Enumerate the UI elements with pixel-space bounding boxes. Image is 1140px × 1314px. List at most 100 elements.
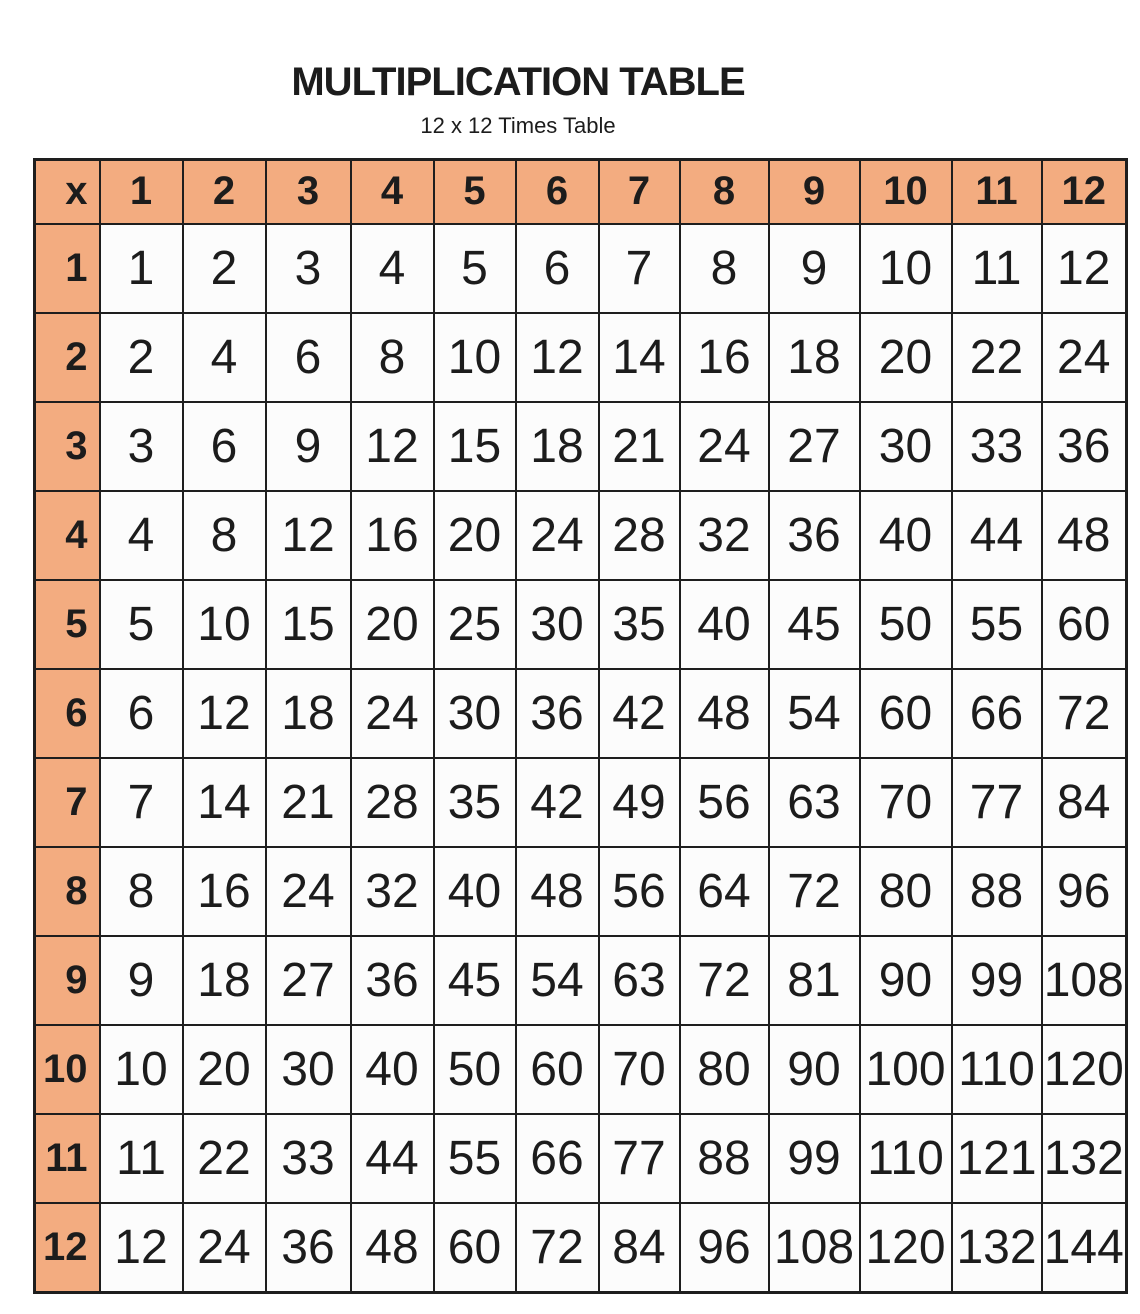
product-cell-9x4: 36 xyxy=(349,935,435,1027)
product-cell-9x8: 72 xyxy=(678,935,770,1027)
product-cell-5x9: 45 xyxy=(767,579,861,671)
product-cell-8x11: 88 xyxy=(950,846,1043,938)
product-cell-3x6: 18 xyxy=(514,401,600,493)
product-cell-2x10: 20 xyxy=(858,312,953,404)
product-cell-12x3: 36 xyxy=(264,1202,352,1294)
product-cell-9x7: 63 xyxy=(597,935,681,1027)
product-cell-7x9: 63 xyxy=(767,757,861,849)
product-cell-9x9: 81 xyxy=(767,935,861,1027)
column-header-1: 1 xyxy=(98,158,184,226)
row-header-11: 11 xyxy=(33,1113,101,1205)
product-cell-10x3: 30 xyxy=(264,1024,352,1116)
table-row-3: 3 3 6 9 12 15 18 21 24 27 30 33 36 xyxy=(33,401,1128,493)
product-cell-5x6: 30 xyxy=(514,579,600,671)
product-cell-1x2: 2 xyxy=(181,223,267,315)
product-cell-12x1: 12 xyxy=(98,1202,184,1294)
product-cell-6x6: 36 xyxy=(514,668,600,760)
product-cell-8x4: 32 xyxy=(349,846,435,938)
product-cell-5x2: 10 xyxy=(181,579,267,671)
product-cell-7x2: 14 xyxy=(181,757,267,849)
page-subtitle: 12 x 12 Times Table xyxy=(420,113,616,138)
product-cell-9x12: 108 xyxy=(1040,935,1128,1027)
product-cell-4x3: 12 xyxy=(264,490,352,582)
product-cell-1x12: 12 xyxy=(1040,223,1128,315)
product-cell-7x10: 70 xyxy=(858,757,953,849)
product-cell-12x10: 120 xyxy=(858,1202,953,1294)
row-header-5: 5 xyxy=(33,579,101,671)
product-cell-6x7: 42 xyxy=(597,668,681,760)
product-cell-12x4: 48 xyxy=(349,1202,435,1294)
product-cell-5x12: 60 xyxy=(1040,579,1128,671)
product-cell-5x1: 5 xyxy=(98,579,184,671)
product-cell-8x3: 24 xyxy=(264,846,352,938)
table-row-9: 9 9 18 27 36 45 54 63 72 81 90 99 108 xyxy=(33,935,1128,1027)
column-header-8: 8 xyxy=(678,158,770,226)
row-header-4: 4 xyxy=(33,490,101,582)
column-header-12: 12 xyxy=(1040,158,1128,226)
product-cell-11x11: 121 xyxy=(950,1113,1043,1205)
row-header-1: 1 xyxy=(33,223,101,315)
table-row-10: 10 10 20 30 40 50 60 70 80 90 100 110 120 xyxy=(33,1024,1128,1116)
product-cell-11x3: 33 xyxy=(264,1113,352,1205)
product-cell-4x7: 28 xyxy=(597,490,681,582)
product-cell-8x9: 72 xyxy=(767,846,861,938)
product-cell-2x8: 16 xyxy=(678,312,770,404)
product-cell-1x10: 10 xyxy=(858,223,953,315)
product-cell-11x6: 66 xyxy=(514,1113,600,1205)
product-cell-1x7: 7 xyxy=(597,223,681,315)
table-row-6: 6 6 12 18 24 30 36 42 48 54 60 66 72 xyxy=(33,668,1128,760)
product-cell-8x1: 8 xyxy=(98,846,184,938)
product-cell-5x10: 50 xyxy=(858,579,953,671)
row-header-6: 6 xyxy=(33,668,101,760)
column-header-7: 7 xyxy=(597,158,681,226)
product-cell-4x9: 36 xyxy=(767,490,861,582)
product-cell-10x11: 110 xyxy=(950,1024,1043,1116)
product-cell-9x11: 99 xyxy=(950,935,1043,1027)
product-cell-2x6: 12 xyxy=(514,312,600,404)
row-header-12: 12 xyxy=(33,1202,101,1294)
product-cell-7x6: 42 xyxy=(514,757,600,849)
times-table-body: 1 1 2 3 4 5 6 7 8 9 10 11 12 2 2 4 6 8 10 12 14 16 18 20 22 24 3 3 6… xyxy=(33,223,1128,1294)
row-header-8: 8 xyxy=(33,846,101,938)
product-cell-10x7: 70 xyxy=(597,1024,681,1116)
product-cell-11x7: 77 xyxy=(597,1113,681,1205)
page-title: MULTIPLICATION TABLE xyxy=(291,60,745,104)
product-cell-6x4: 24 xyxy=(349,668,435,760)
product-cell-6x8: 48 xyxy=(678,668,770,760)
product-cell-8x10: 80 xyxy=(858,846,953,938)
product-cell-11x9: 99 xyxy=(767,1113,861,1205)
table-row-11: 11 11 22 33 44 55 66 77 88 99 110 121 132 xyxy=(33,1113,1128,1205)
product-cell-10x6: 60 xyxy=(514,1024,600,1116)
product-cell-1x9: 9 xyxy=(767,223,861,315)
product-cell-4x8: 32 xyxy=(678,490,770,582)
table-row-8: 8 8 16 24 32 40 48 56 64 72 80 88 96 xyxy=(33,846,1128,938)
product-cell-12x6: 72 xyxy=(514,1202,600,1294)
product-cell-1x11: 11 xyxy=(950,223,1043,315)
column-header-6: 6 xyxy=(514,158,600,226)
product-cell-3x12: 36 xyxy=(1040,401,1128,493)
product-cell-4x5: 20 xyxy=(432,490,517,582)
column-header-2: 2 xyxy=(181,158,267,226)
product-cell-11x5: 55 xyxy=(432,1113,517,1205)
table-row-2: 2 2 4 6 8 10 12 14 16 18 20 22 24 xyxy=(33,312,1128,404)
corner-cell: x xyxy=(33,158,101,226)
product-cell-2x7: 14 xyxy=(597,312,681,404)
product-cell-6x10: 60 xyxy=(858,668,953,760)
table-row-12: 12 12 24 36 48 60 72 84 96 108 120 132 144 xyxy=(33,1202,1128,1294)
product-cell-2x1: 2 xyxy=(98,312,184,404)
product-cell-5x11: 55 xyxy=(950,579,1043,671)
product-cell-9x1: 9 xyxy=(98,935,184,1027)
product-cell-9x2: 18 xyxy=(181,935,267,1027)
product-cell-7x7: 49 xyxy=(597,757,681,849)
product-cell-11x10: 110 xyxy=(858,1113,953,1205)
row-header-10: 10 xyxy=(33,1024,101,1116)
multiplication-table: x 1 2 3 4 5 6 7 8 9 10 11 12 1 1 2 3 4 5 6 7 8 9 10 11 12 2 2 4 6 8 1… xyxy=(33,157,1128,1294)
product-cell-1x5: 5 xyxy=(432,223,517,315)
product-cell-6x1: 6 xyxy=(98,668,184,760)
product-cell-8x7: 56 xyxy=(597,846,681,938)
product-cell-6x3: 18 xyxy=(264,668,352,760)
product-cell-10x12: 120 xyxy=(1040,1024,1128,1116)
product-cell-3x10: 30 xyxy=(858,401,953,493)
product-cell-10x5: 50 xyxy=(432,1024,517,1116)
